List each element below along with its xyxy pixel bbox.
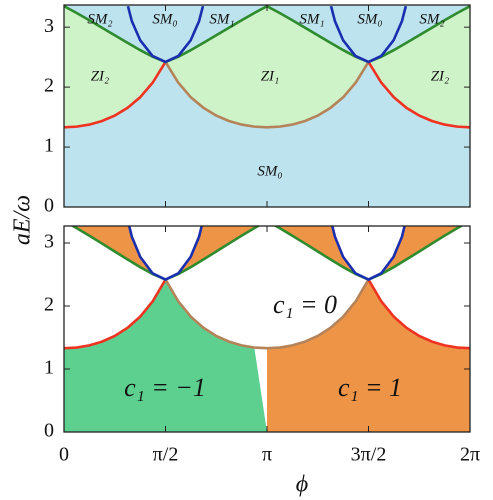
y-tick-label: 0 — [44, 195, 54, 217]
region-fill — [267, 279, 470, 432]
x-tick-label: 0 — [59, 444, 69, 466]
annotation: SM₁ — [299, 11, 324, 27]
x-tick-label: π — [262, 444, 272, 466]
y-tick-label: 3 — [44, 231, 54, 253]
y-tick-label: 1 — [44, 135, 54, 157]
annotation: ZI₂ — [91, 68, 110, 84]
annotation: c₁ = 0 — [273, 290, 337, 319]
curve — [367, 278, 470, 350]
x-tick-label: 3π/2 — [351, 444, 387, 466]
annotation: ZI₂ — [431, 68, 450, 84]
curve — [329, 5, 408, 64]
y-tick-label: 3 — [44, 15, 54, 37]
annotation: SM₀ — [357, 11, 382, 27]
annotation: SM₀ — [257, 163, 282, 179]
curve — [330, 226, 406, 281]
curve — [367, 61, 470, 129]
annotation: SM₁ — [209, 11, 234, 27]
annotation: SM₀ — [152, 11, 177, 27]
y-tick-label: 2 — [44, 294, 54, 316]
curve — [164, 278, 370, 350]
y-tick-label: 0 — [44, 420, 54, 442]
plot-area — [64, 226, 470, 432]
annotation: ZI₁ — [261, 68, 280, 84]
x-tick-label: 2π — [460, 444, 480, 466]
region-fill — [64, 6, 470, 128]
annotation: c₁ = −1 — [124, 373, 206, 402]
annotation: SM₂ — [87, 11, 112, 27]
curve — [64, 61, 167, 129]
y-axis-label: aE/ω — [10, 195, 36, 245]
curve — [164, 61, 370, 129]
x-tick-label: π/2 — [153, 444, 179, 466]
plot-area — [64, 5, 470, 207]
curve — [64, 278, 167, 350]
region-fill — [64, 279, 267, 432]
x-axis-label: ϕ — [296, 472, 308, 498]
y-tick-label: 2 — [44, 75, 54, 97]
curve — [126, 5, 205, 64]
annotation: SM₂ — [419, 11, 444, 27]
annotation: c₁ = 1 — [338, 373, 402, 402]
curve — [70, 226, 464, 281]
curve — [127, 226, 204, 281]
y-tick-label: 1 — [44, 357, 54, 379]
